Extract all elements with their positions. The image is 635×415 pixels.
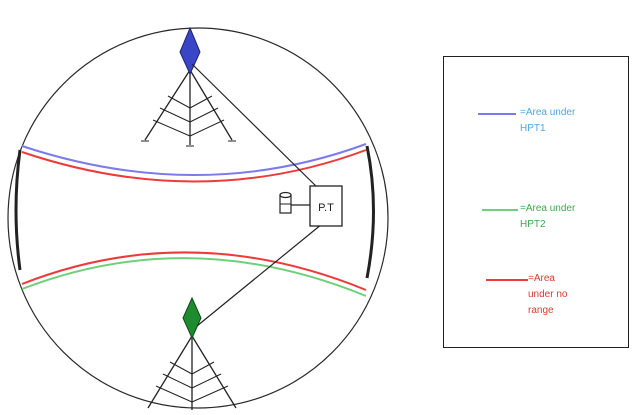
left-boundary-arc [14, 149, 22, 271]
coverage-diagram: P.T [7, 26, 389, 410]
legend-hpt2-swatch [482, 209, 518, 211]
legend-no-range-line3: range [528, 305, 554, 316]
receiver-device-icon [279, 191, 310, 214]
legend-hpt2-label: =Area under HPT2 [520, 201, 575, 233]
hpt2-antenna-icon [182, 296, 202, 340]
legend-hpt1-swatch [478, 113, 516, 115]
legend-hpt1-line2: HPT1 [520, 123, 546, 134]
pt-label: P.T [318, 202, 334, 214]
tower-hpt2 [147, 296, 237, 410]
coverage-boundary-circle [7, 27, 389, 409]
hpt2-link-line [196, 223, 323, 327]
legend-no-range-swatch [486, 279, 528, 281]
right-boundary-arc [365, 145, 375, 279]
hpt1-antenna-icon [179, 26, 201, 76]
legend-no-range-label: =Area under no range [528, 271, 567, 319]
legend-box: =Area under HPT1 =Area under HPT2 =Area … [443, 56, 629, 348]
tower-hpt1 [141, 26, 236, 147]
hpt1-coverage-curve [21, 143, 367, 176]
legend-hpt2-line2: HPT2 [520, 219, 546, 230]
hpt1-link-line [191, 63, 323, 193]
lower-no-range-curve [21, 251, 367, 291]
legend-hpt2-line1: =Area under [520, 203, 576, 214]
hpt2-coverage-curve [21, 257, 367, 297]
upper-no-range-curve [21, 149, 367, 183]
legend-no-range-line2: under no [528, 289, 568, 300]
legend-hpt1-label: =Area under HPT1 [520, 105, 575, 137]
legend-hpt1-line1: =Area under [520, 107, 576, 118]
legend-no-range-line1: =Area [528, 273, 555, 284]
pt-box [309, 185, 343, 227]
